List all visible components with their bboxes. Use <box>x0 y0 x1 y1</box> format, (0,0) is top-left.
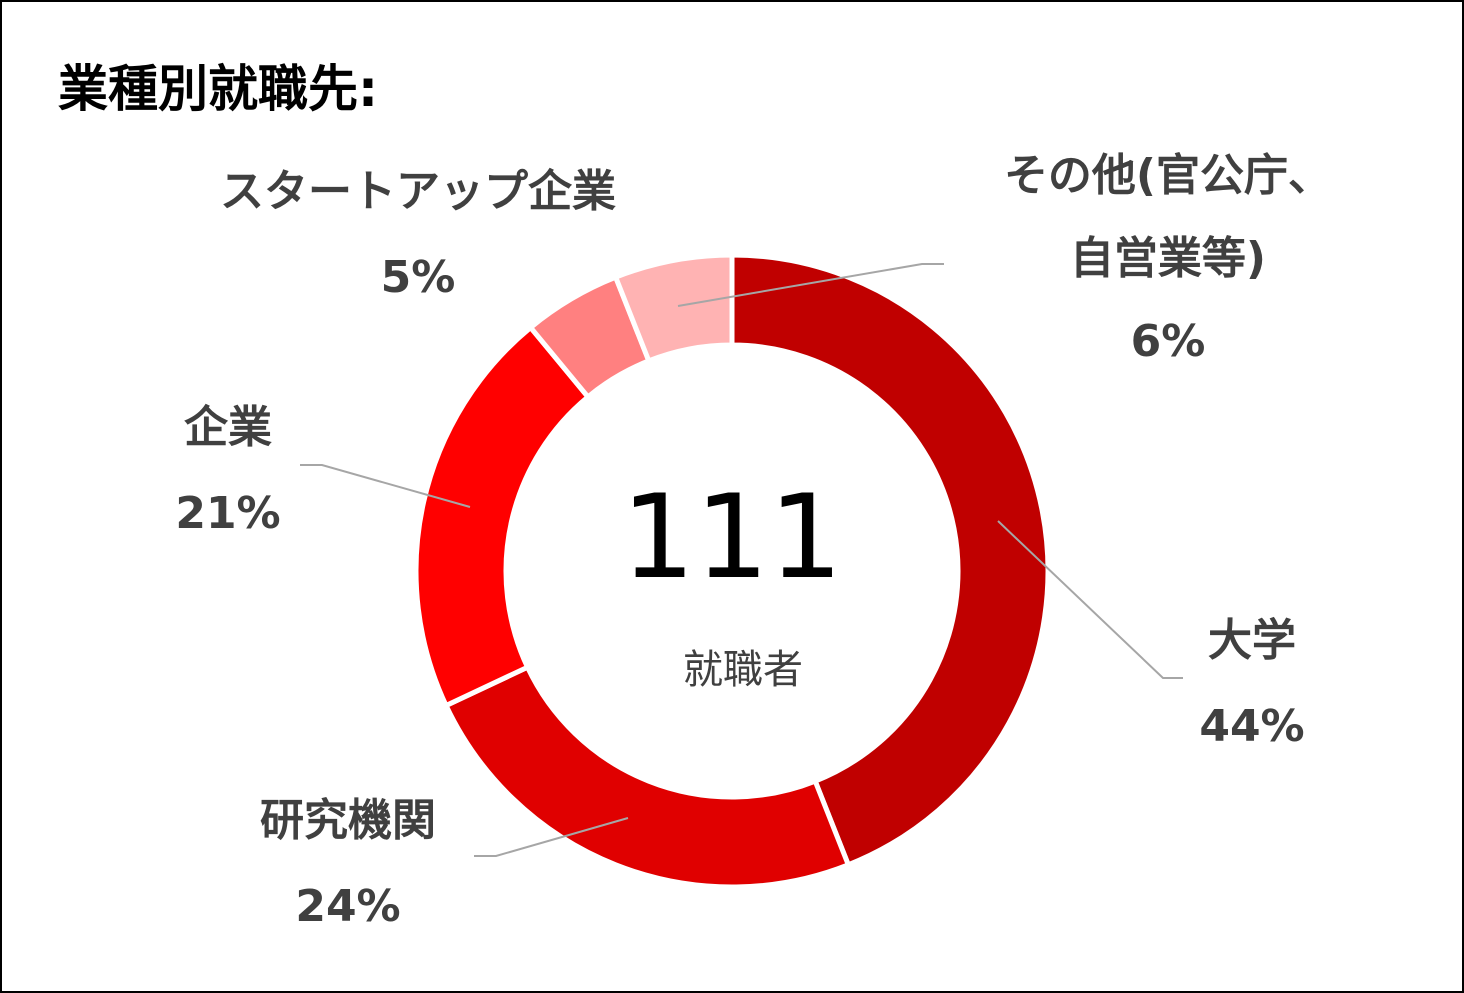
data-label-percent-4: 6% <box>1131 316 1206 367</box>
data-label-name-4: 自営業等) <box>1070 233 1266 284</box>
donut-slices <box>413 252 1051 890</box>
slice-4 <box>612 252 735 365</box>
data-labels: 大学 44% 研究機関 24% 企業 21% スタートアップ企業 5% その他(官公庁、自営業等… <box>175 150 1332 932</box>
data-label-name-2: 企業 <box>184 402 272 453</box>
data-label-name-0: 大学 <box>1208 615 1296 666</box>
data-label-percent-3: 5% <box>381 252 456 303</box>
slice-2 <box>413 323 592 709</box>
center-total: 111 <box>621 470 842 605</box>
leader-line-0 <box>997 520 1183 679</box>
leader-line-1 <box>474 817 629 857</box>
slice-0 <box>729 252 1051 869</box>
data-label-percent-1: 24% <box>295 881 400 932</box>
data-label-name-1: 研究機関 <box>260 795 436 846</box>
data-label-percent-2: 21% <box>175 488 280 539</box>
data-label-name-3: スタートアップ企業 <box>220 166 616 217</box>
slice-1 <box>442 663 852 890</box>
leader-line-2 <box>300 464 471 508</box>
leader-line-4 <box>677 263 944 307</box>
leader-lines <box>300 263 1183 857</box>
data-label-name-4: その他(官公庁、 <box>1004 150 1332 201</box>
data-label-percent-0: 44% <box>1199 701 1304 752</box>
center-caption: 就職者 <box>683 647 803 693</box>
chart-title: 業種別就職先: <box>58 60 378 118</box>
